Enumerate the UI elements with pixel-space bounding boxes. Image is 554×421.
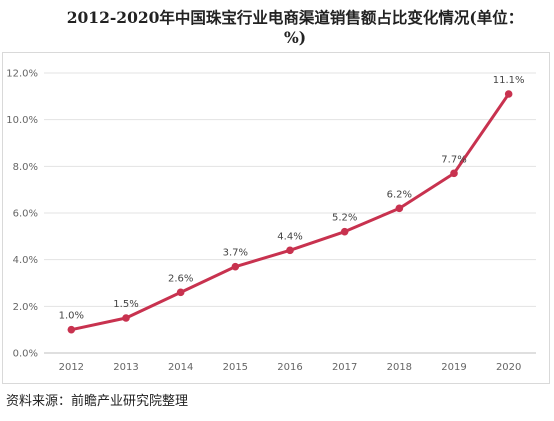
data-point: [395, 204, 404, 213]
x-tick-label: 2017: [332, 362, 357, 373]
data-label: 1.0%: [59, 311, 84, 322]
data-points: [67, 90, 513, 334]
data-label: 3.7%: [223, 248, 248, 259]
data-label: 6.2%: [387, 189, 412, 200]
x-tick-label: 2019: [441, 362, 466, 373]
data-label: 2.6%: [168, 273, 193, 284]
y-tick-label: 10.0%: [6, 115, 38, 126]
x-tick-label: 2016: [277, 362, 302, 373]
x-tick-label: 2013: [113, 362, 138, 373]
data-point: [340, 227, 349, 236]
y-tick-label: 12.0%: [6, 69, 38, 80]
data-labels: 1.0% 1.5% 2.6% 3.7% 4.4% 5.2% 6.2% 7.7% 11.1%: [59, 75, 525, 322]
data-point: [504, 90, 513, 98]
data-point: [67, 325, 76, 334]
chart-title: 2012-2020年中国珠宝行业电商渠道销售额占比变化情况(单位：%): [66, 8, 524, 47]
data-point: [176, 288, 185, 297]
data-label: 1.5%: [113, 299, 138, 310]
x-tick-label: 2012: [59, 362, 84, 373]
x-tick-label: 2018: [387, 362, 412, 373]
chart-frame: [2, 52, 550, 384]
series-line: [69, 92, 511, 332]
data-label: 5.2%: [332, 213, 357, 224]
x-axis: 2012 2013 2014 2015 2016 2017 2018 2019 2020: [59, 362, 522, 373]
source-note: 资料来源：前瞻产业研究院整理: [6, 394, 189, 409]
data-point: [122, 314, 130, 322]
y-tick-label: 8.0%: [13, 162, 38, 173]
gridlines: [44, 72, 536, 354]
x-tick-label: 2015: [223, 362, 248, 373]
data-point: [286, 246, 294, 255]
y-axis: 0.0% 2.0% 4.0% 6.0% 8.0% 10.0% 12.0%: [6, 69, 38, 360]
y-tick-label: 6.0%: [13, 209, 38, 220]
data-point: [231, 262, 240, 271]
data-label: 4.4%: [277, 231, 302, 242]
y-tick-label: 2.0%: [13, 302, 38, 313]
x-tick-label: 2014: [168, 362, 193, 373]
y-tick-label: 0.0%: [13, 349, 38, 360]
data-point: [450, 169, 458, 178]
data-label: 7.7%: [441, 154, 466, 165]
x-tick-label: 2020: [496, 362, 521, 373]
y-tick-label: 4.0%: [13, 255, 38, 266]
data-label: 11.1%: [493, 75, 525, 86]
series: [69, 92, 511, 332]
